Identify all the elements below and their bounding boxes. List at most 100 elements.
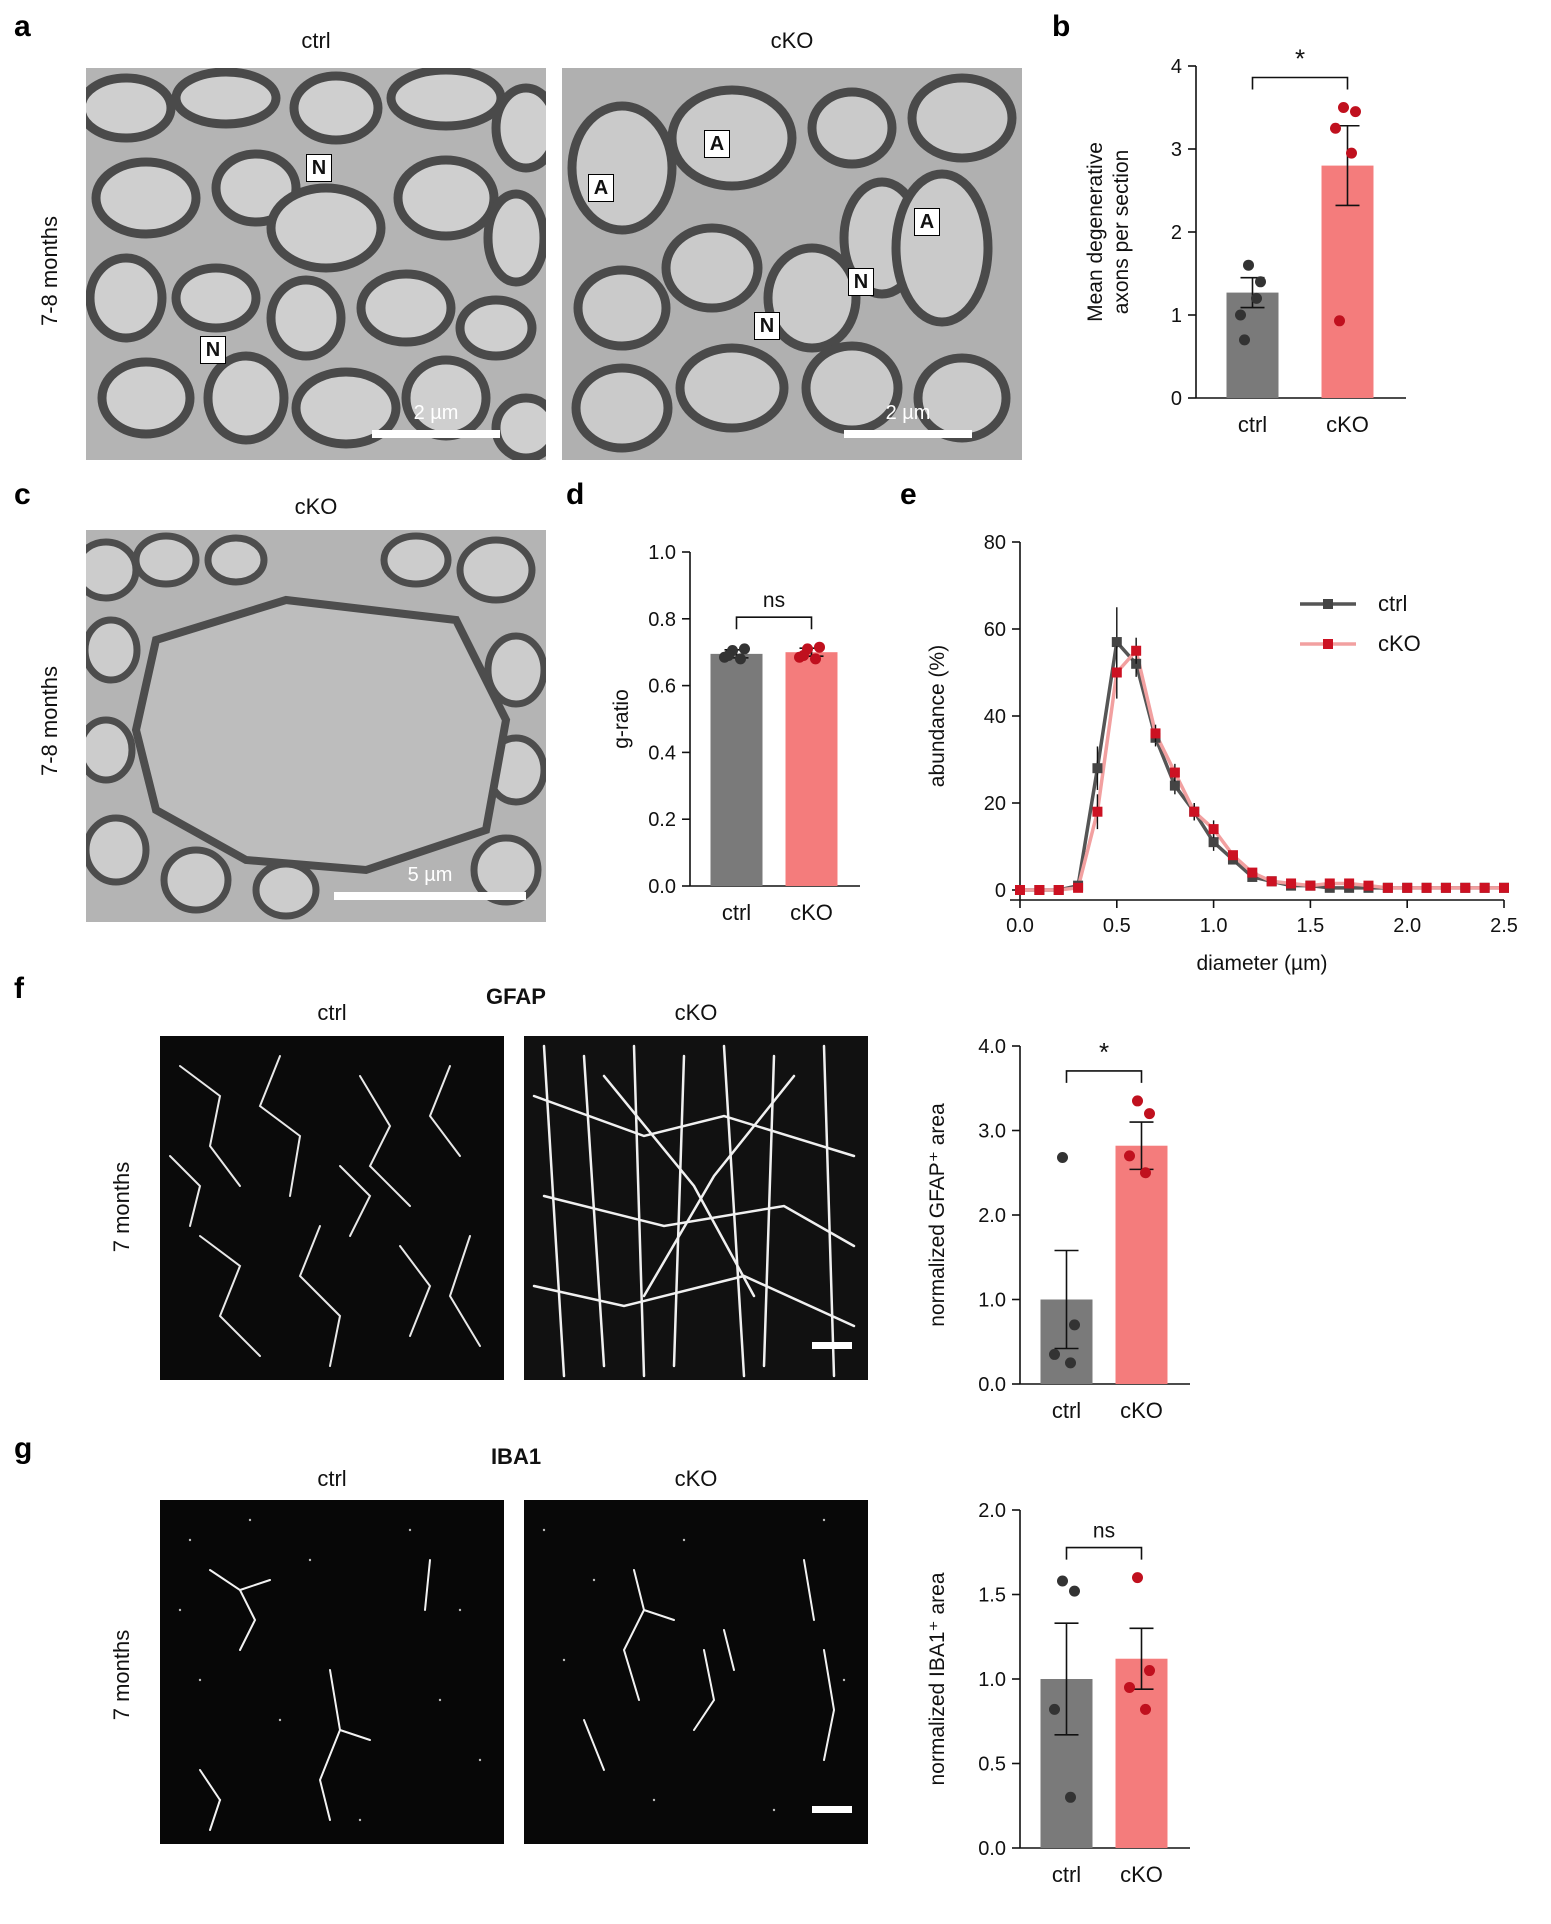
data-point xyxy=(1286,878,1297,889)
data-point xyxy=(1150,728,1161,739)
data-point xyxy=(1239,334,1250,346)
y-axis-label: Mean degenerative xyxy=(1084,142,1107,322)
panel-letter-f: f xyxy=(14,972,24,1005)
legend-marker-ctrl xyxy=(1323,599,1333,609)
data-point xyxy=(1324,878,1335,889)
data-point xyxy=(1247,867,1258,878)
scale-bar-label: 2 µm xyxy=(413,402,459,424)
y-tick-label: 4.0 xyxy=(978,1036,1006,1058)
data-point xyxy=(1065,1357,1076,1369)
significance-label: ns xyxy=(1093,1520,1115,1543)
data-point xyxy=(1132,1572,1143,1584)
panel-c-cko-micrograph: 5 µm xyxy=(86,530,546,922)
data-point xyxy=(1255,276,1266,288)
x-tick-label: 2.0 xyxy=(1393,915,1421,937)
nonmyelinated-marker: N xyxy=(306,154,332,182)
scale-bar xyxy=(334,892,526,900)
data-point xyxy=(1140,1167,1151,1179)
panel-g-stain: IBA1 xyxy=(490,1444,542,1469)
y-axis-label: normalized IBA1⁺ area xyxy=(926,1572,949,1785)
scale-bar-label: 5 µm xyxy=(407,864,453,886)
x-tick-label: 2.5 xyxy=(1490,915,1518,937)
data-point xyxy=(1057,1152,1068,1164)
data-point xyxy=(1124,1150,1135,1162)
scale-bar xyxy=(372,430,500,438)
data-point xyxy=(1266,876,1277,887)
x-tick-label: 0.0 xyxy=(1006,915,1034,937)
scale-bar-label: 2 µm xyxy=(885,402,931,424)
panel-letter-c: c xyxy=(14,478,31,511)
chart-b: 0 1 2 3 4 Mean degenerative axons per section c… xyxy=(1060,40,1540,480)
bar-cKO xyxy=(1115,1145,1168,1384)
nonmyelinated-marker: N xyxy=(754,312,780,340)
data-point xyxy=(739,643,750,655)
y-tick-label: 0.4 xyxy=(648,742,676,764)
y-tick-label: 0.0 xyxy=(978,1838,1006,1860)
scale-bar xyxy=(812,1806,852,1813)
data-point xyxy=(1338,102,1349,113)
data-point xyxy=(1124,1681,1135,1693)
y-tick-label: 60 xyxy=(984,619,1006,641)
degenerative-axon-marker: A xyxy=(588,174,614,202)
y-axis-label: normalized GFAP⁺ area xyxy=(926,1103,949,1327)
data-point xyxy=(1421,882,1432,893)
y-axis-label: axons per section xyxy=(1110,150,1133,315)
chart-e-svg: 0 20 40 60 80 0.0 0.5 1.0 1.5 2.0 2.5 abundance (%)… xyxy=(926,532,1518,975)
data-point xyxy=(1169,767,1180,778)
panel-a-right-title: cKO xyxy=(770,28,814,53)
x-tick-label: 1.0 xyxy=(1200,915,1228,937)
panel-c-row-label: 7-8 months xyxy=(37,665,62,777)
chart-f-svg: 0.0 1.0 2.0 3.0 4.0 normalized GFAP⁺ area ctrl… xyxy=(926,1036,1190,1423)
data-point xyxy=(1305,880,1316,891)
panel-g-cko-micrograph xyxy=(524,1500,868,1844)
significance-label: * xyxy=(1099,1037,1109,1067)
significance-label: ns xyxy=(763,589,785,612)
legend-label: cKO xyxy=(1378,631,1421,656)
data-point xyxy=(1053,885,1064,895)
scale-bar xyxy=(844,430,972,438)
x-tick-label: cKO xyxy=(790,900,833,925)
data-point xyxy=(1499,882,1509,893)
x-tick-label: 1.5 xyxy=(1296,915,1324,937)
data-point xyxy=(1144,1665,1155,1677)
data-point xyxy=(1363,880,1374,891)
panel-letter-g: g xyxy=(14,1432,33,1465)
data-point xyxy=(1140,1703,1151,1715)
data-point xyxy=(1092,763,1103,774)
panel-letter-d: d xyxy=(566,478,585,511)
data-point xyxy=(1057,1575,1068,1587)
y-tick-label: 0.0 xyxy=(978,1374,1006,1396)
panel-f-left-title: ctrl xyxy=(317,1000,347,1025)
data-point xyxy=(1092,806,1103,817)
data-point xyxy=(1049,1703,1060,1715)
y-tick-label: 2 xyxy=(1171,222,1182,244)
data-point xyxy=(1034,885,1045,895)
bar-cKO xyxy=(1115,1658,1168,1848)
panel-letter-b: b xyxy=(1052,10,1071,43)
significance-bracket xyxy=(1065,1546,1143,1560)
panel-g-row-label: 7 months xyxy=(109,1629,134,1721)
y-axis-label: g-ratio xyxy=(610,689,633,749)
chart-d-svg: 0.0 0.2 0.4 0.6 0.8 1.0 g-ratio ctrl cKO ns xyxy=(610,542,860,925)
x-tick-label: ctrl xyxy=(1052,1862,1081,1887)
data-point xyxy=(1065,1791,1076,1803)
panel-a-cko-micrograph: A A A N N 2 µm xyxy=(562,68,1022,460)
chart-f: 0.0 1.0 2.0 3.0 4.0 normalized GFAP⁺ area ctrl… xyxy=(920,1020,1220,1460)
data-point xyxy=(1330,122,1341,134)
data-point xyxy=(1382,882,1393,893)
panel-f-stain: GFAP xyxy=(486,984,546,1009)
bar-ctrl xyxy=(710,653,763,886)
data-point xyxy=(1479,882,1490,893)
data-point xyxy=(1346,147,1357,159)
chart-g-svg: 0.0 0.5 1.0 1.5 2.0 normalized IBA1⁺ area ctrl… xyxy=(926,1500,1190,1887)
y-tick-label: 20 xyxy=(984,793,1006,815)
x-tick-label: 0.5 xyxy=(1103,915,1131,937)
panel-a-ctrl-micrograph: N N 2 µm xyxy=(86,68,546,460)
y-tick-label: 1.5 xyxy=(978,1585,1006,1607)
y-tick-label: 3 xyxy=(1171,139,1182,161)
nonmyelinated-marker: N xyxy=(848,268,874,296)
chart-g: 0.0 0.5 1.0 1.5 2.0 normalized IBA1⁺ area ctrl… xyxy=(920,1484,1220,1924)
panel-g-ctrl-micrograph xyxy=(160,1500,504,1844)
chart-b-svg: 0 1 2 3 4 Mean degenerative axons per section c… xyxy=(1084,44,1406,437)
panel-a-row-label: 7-8 months xyxy=(37,215,62,327)
